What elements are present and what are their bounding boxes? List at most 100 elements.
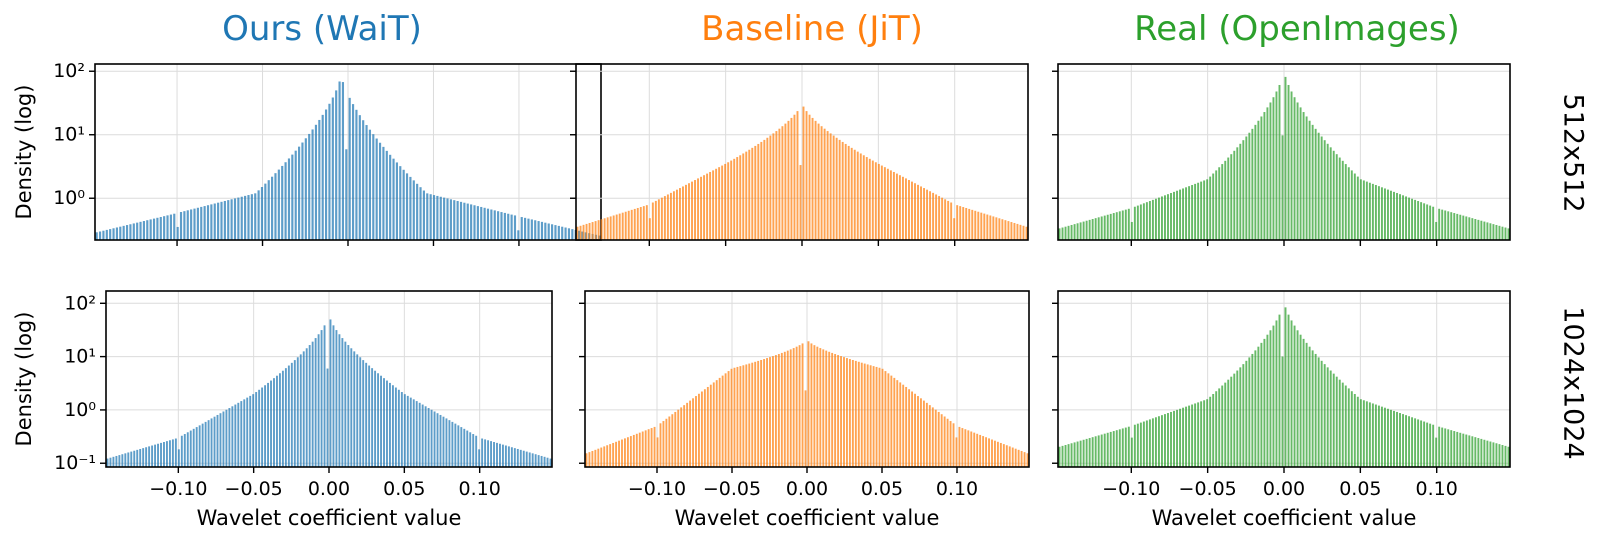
histogram-bar [1254,350,1257,467]
histogram-bar [925,402,928,467]
histogram-bar [412,180,415,240]
histogram-bar [591,222,594,240]
histogram-bar [633,208,636,240]
histogram-bar [460,427,463,467]
histogram-bar [544,222,547,240]
histogram-bar [902,384,905,467]
histogram-bar [247,195,250,240]
histogram-bar [715,380,718,467]
histogram-bar [1263,338,1266,467]
histogram-bar [668,416,671,467]
histogram-bar [685,184,687,240]
histogram-bar [1368,182,1371,240]
histogram-bar [274,173,277,240]
histogram-bar [389,382,391,467]
histogram-bar [917,396,919,467]
histogram-bar [516,448,519,467]
histogram-bar [453,200,456,240]
histogram-bar [254,193,257,240]
histogram-bar [763,359,766,467]
histogram-bar [1257,346,1260,467]
histogram-bar [1236,370,1239,467]
histogram-bar [914,183,916,240]
histogram-bar [222,411,225,467]
histogram-bar [409,176,412,240]
x-tick-label: −0.10 [628,478,686,500]
histogram-bar [644,430,647,467]
histogram-bar [115,455,118,467]
histogram-bar [819,348,822,467]
histogram-bar [588,222,591,240]
histogram-bar [712,170,715,240]
histogram-bar [1179,408,1182,467]
y-tick-label: 10² [53,60,85,82]
histogram-bar [1332,373,1335,467]
histogram-bar [1332,150,1335,240]
histogram-bar [449,199,452,240]
histogram-bar [513,215,517,240]
histogram-bar [220,201,223,240]
histogram-bar [1194,183,1197,240]
histogram-bar [671,414,674,467]
histogram-bar [721,375,724,467]
histogram-bar [264,385,267,467]
histogram-bar [1164,195,1166,240]
histogram-bar [1480,438,1483,467]
histogram-bar [780,352,783,467]
histogram-bar [695,396,697,467]
histogram-bar [1245,136,1248,240]
histogram-bar [1121,428,1124,467]
histogram-bar [736,157,739,240]
histogram-bar [375,138,378,240]
histogram-bar [1350,170,1353,240]
histogram-bar [1026,453,1029,467]
histogram-bar [777,354,780,467]
histogram-bar [754,361,757,467]
histogram-bar [402,169,405,240]
histogram-bar [1293,325,1296,467]
histogram-bar [540,221,544,240]
histogram-bar [1429,423,1432,467]
histogram-bar [1191,404,1194,467]
histogram-bar [183,211,186,240]
histogram-bar [835,137,838,240]
histogram-bar [549,458,552,467]
histogram-bar [1236,147,1239,240]
histogram-bar [1281,356,1284,467]
histogram-bar [475,435,478,467]
histogram-bar [698,393,700,467]
histogram-bar [1459,432,1462,467]
histogram-bar [507,213,510,240]
histogram-bar [1465,216,1468,240]
histogram-bar [154,444,157,467]
histogram-bar [201,423,204,467]
histogram-bar [527,218,530,240]
grid-lines [106,291,552,467]
histogram-bar [1438,208,1441,240]
histogram-bar [419,187,422,240]
histogram-bar [650,428,653,467]
histogram-bar [692,398,694,467]
histogram-bar [700,391,703,467]
histogram-bar [1329,370,1332,467]
histogram-bar [1136,205,1139,240]
histogram-bar [169,214,172,240]
histogram-bar [1067,225,1070,240]
histogram-bar [160,442,162,467]
histogram-bar [857,361,860,467]
histogram-bar [1142,421,1145,467]
histogram-bar [439,414,442,467]
histogram-bar [273,378,275,467]
histogram-bar [406,395,409,467]
histogram-bar [1100,216,1103,240]
histogram-bar [1142,203,1145,240]
histogram-bar [142,221,145,240]
histogram-bar [632,434,635,467]
histogram-bar [1374,185,1377,240]
histogram-bar [166,215,169,240]
histogram-bar [473,205,476,240]
histogram-bar [908,180,910,240]
histogram-bar [204,421,207,467]
histogram-bar [1302,338,1305,467]
histogram-bar [121,454,124,467]
